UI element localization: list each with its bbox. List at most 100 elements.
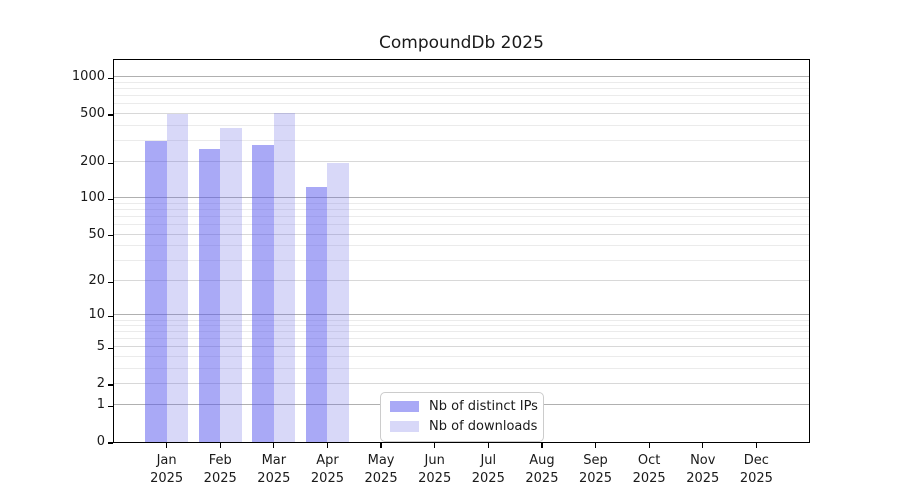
gridline-minor <box>114 325 809 327</box>
y-tick-mark <box>108 198 113 201</box>
x-tick-label: Nov 2025 <box>673 452 733 487</box>
legend-label-downloads: Nb of downloads <box>429 419 538 434</box>
legend: Nb of distinct IPs Nb of downloads <box>380 392 544 442</box>
y-tick-label: 20 <box>88 273 105 289</box>
x-tick-line: 2025 <box>418 470 452 486</box>
gridline-minor <box>114 331 809 333</box>
x-tick-mark <box>380 443 382 448</box>
y-tick-label: 200 <box>80 154 105 170</box>
legend-swatch-downloads <box>390 421 419 432</box>
y-tick-label: 0 <box>96 434 105 449</box>
x-tick-line: Oct <box>637 453 661 468</box>
gridline-minor <box>114 259 809 261</box>
x-tick-line: Aug <box>529 453 555 468</box>
x-tick-label: Oct 2025 <box>619 452 679 487</box>
x-tick-line: 2025 <box>739 470 773 486</box>
x-tick-line: 2025 <box>632 470 666 486</box>
x-tick-line: May <box>367 453 395 468</box>
x-tick-mark <box>487 443 489 448</box>
x-tick-label: Aug 2025 <box>512 452 572 487</box>
x-tick-mark <box>755 443 757 448</box>
bar-downloads-apr <box>327 163 349 442</box>
gridline-minor-labeled <box>114 346 809 348</box>
gridline-minor <box>114 319 809 321</box>
x-tick-mark <box>594 443 597 448</box>
bar-downloads-mar <box>273 112 296 442</box>
gridline-minor <box>114 139 809 141</box>
x-tick-label: Mar 2025 <box>244 452 304 487</box>
y-tick-mark <box>108 384 113 386</box>
x-tick-mark <box>219 443 221 448</box>
gridline-minor <box>114 82 809 84</box>
x-tick-line: Nov <box>690 453 716 468</box>
y-tick-mark <box>108 162 113 164</box>
y-tick-mark <box>108 442 113 444</box>
y-tick-mark <box>108 114 113 116</box>
x-tick-label: Jul 2025 <box>458 452 518 487</box>
gridline-major <box>114 76 809 78</box>
y-tick-mark <box>108 234 113 237</box>
gridline-minor-labeled <box>114 233 809 235</box>
x-tick-mark <box>702 443 704 448</box>
y-tick-label: 5 <box>96 339 105 355</box>
y-tick-label: 100 <box>80 190 105 206</box>
gridline-minor <box>114 202 809 204</box>
gridline-minor-labeled <box>114 383 809 385</box>
x-tick-label: Jan 2025 <box>137 452 197 487</box>
x-tick-mark <box>326 443 329 448</box>
y-tick-label: 10 <box>88 307 105 323</box>
x-tick-line: Jul <box>480 453 497 468</box>
x-tick-line: 2025 <box>686 470 720 486</box>
x-tick-line: Jun <box>424 453 445 468</box>
y-tick-label: 2 <box>96 376 105 392</box>
gridline-minor <box>114 367 809 369</box>
gridline-minor <box>114 245 809 247</box>
x-tick-mark <box>166 443 168 448</box>
x-tick-mark <box>273 443 275 448</box>
y-tick-mark <box>108 77 113 80</box>
y-tick-label: 1 <box>96 397 105 413</box>
x-tick-mark <box>541 443 543 448</box>
x-tick-label: Dec 2025 <box>726 452 786 487</box>
y-tick-mark <box>108 347 113 350</box>
x-tick-line: Sep <box>583 453 608 468</box>
legend-item-downloads: Nb of downloads <box>390 419 537 434</box>
bar-downloads-feb <box>220 127 242 442</box>
y-tick-label: 50 <box>88 226 105 242</box>
gridline-minor <box>114 224 809 226</box>
x-tick-line: Dec <box>743 453 769 468</box>
bar-distinct-ips-jan <box>145 140 167 442</box>
gridline-major <box>114 314 809 316</box>
y-tick-label: 1000 <box>71 69 105 85</box>
x-tick-line: 2025 <box>257 470 291 486</box>
x-tick-line: 2025 <box>310 470 344 486</box>
gridline-minor <box>114 95 809 97</box>
y-tick-mark <box>108 405 113 407</box>
gridline-minor <box>114 356 809 358</box>
y-tick-label: 500 <box>80 105 105 121</box>
x-tick-mark <box>648 443 650 448</box>
legend-swatch-distinct-ips <box>390 401 419 412</box>
legend-label-distinct-ips: Nb of distinct IPs <box>429 399 538 414</box>
bar-distinct-ips-mar <box>252 145 274 442</box>
gridline-minor <box>114 338 809 340</box>
gridline-minor <box>114 124 809 126</box>
y-tick-mark <box>108 315 113 318</box>
x-tick-label: Feb 2025 <box>190 452 250 487</box>
gridline-minor <box>114 103 809 105</box>
x-tick-line: 2025 <box>364 470 398 486</box>
x-tick-label: May 2025 <box>351 452 411 487</box>
x-tick-line: 2025 <box>525 470 559 486</box>
x-tick-line: Feb <box>208 453 232 468</box>
chart-title: CompoundDb 2025 <box>379 33 544 53</box>
x-tick-mark <box>434 443 436 448</box>
y-tick-mark <box>108 281 113 283</box>
gridline-major <box>114 197 809 199</box>
x-tick-line: Apr <box>316 453 339 468</box>
x-tick-line: Mar <box>261 453 287 468</box>
x-tick-line: 2025 <box>150 470 184 486</box>
x-tick-label: Sep 2025 <box>566 452 626 487</box>
gridline-minor-labeled <box>114 161 809 163</box>
legend-item-distinct-ips: Nb of distinct IPs <box>390 399 538 414</box>
